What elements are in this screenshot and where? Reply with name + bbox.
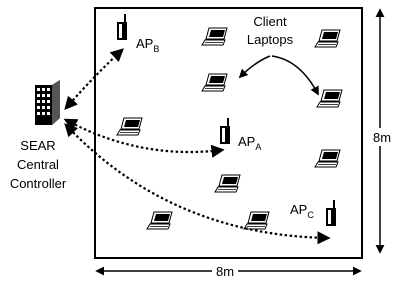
ap-name: AP [290, 202, 307, 217]
page: Client Laptops SEAR Central Controller A… [0, 0, 394, 283]
controller-label: SEAR [20, 138, 55, 153]
ap-b-icon [117, 14, 127, 40]
client-label: Laptops [247, 32, 294, 47]
ap-c-icon [326, 200, 336, 226]
ap-subscript: A [255, 142, 261, 152]
ap-name: AP [136, 36, 153, 51]
client-label: Client [253, 14, 287, 29]
controller-icon [35, 80, 60, 125]
links [66, 50, 328, 238]
diagram: Client Laptops SEAR Central Controller A… [0, 0, 394, 283]
client-arrows [240, 56, 318, 94]
controller-label: Controller [10, 176, 67, 191]
controller-label: Central [17, 157, 59, 172]
ap-name: AP [238, 134, 255, 149]
ap-subscript: B [153, 44, 159, 54]
ap-label: APC [290, 202, 314, 220]
ap-subscript: C [307, 210, 314, 220]
width-label: 8m [216, 264, 234, 279]
height-label: 8m [373, 130, 391, 145]
ap-label: APA [238, 134, 261, 152]
ap-a-icon [220, 118, 230, 144]
ap-label: APB [136, 36, 159, 54]
